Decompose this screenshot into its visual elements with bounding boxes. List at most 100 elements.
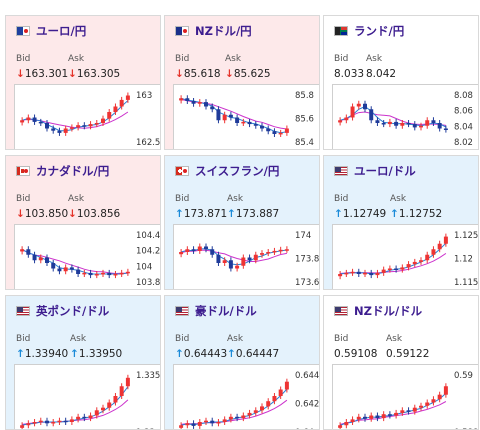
rate-card-eur-jpy[interactable]: ユーロ/円 Bid Ask ↓163.301 ↓163.305 163 162.5… [5,15,161,150]
candle-body [400,267,405,270]
candle-body [38,121,43,124]
candle-body [63,420,68,423]
price-chart[interactable]: 1.3351.33 [14,364,160,429]
candle-body [51,263,56,269]
price-chart[interactable]: 104.4 104.2 104 103.8 5:30 12:30 18:30 [14,224,160,290]
pair-name[interactable]: スイスフラン/円 [195,164,280,178]
pair-name[interactable]: NZドル/ドル [354,304,423,318]
candle-body [344,422,349,426]
candle-body [185,423,190,426]
candlestick-chart: 85.8 85.6 85.4 5:30 12:30 18:30 [179,91,314,150]
candle-body [76,269,81,274]
candle-body [253,124,258,126]
candle-body [381,414,386,419]
candle-body [406,123,411,125]
candle-body [76,125,81,128]
price-chart[interactable]: 0.590.588 [332,364,478,429]
candle-body [94,123,99,125]
candle-body [241,257,246,266]
x-tick-label: 5:30 [186,149,205,150]
candle-body [101,118,105,123]
y-tick-label: 104 [136,262,152,272]
candle-body [94,410,99,416]
pair-name[interactable]: 豪ドル/ドル [195,304,257,318]
candle-body [235,265,240,269]
candle-body [363,416,367,419]
rate-card-eur-usd[interactable]: ユーロ/ドル Bid Ask ↑1.12749 ↑1.12752 1.125 1.… [323,155,479,290]
candle-body [63,128,68,133]
candle-body [412,261,417,265]
candle-body [247,121,252,125]
candlestick-chart: 174 173.8 173.6 5:30 12:30 18:30 [179,231,319,288]
ask-label: Ask [70,334,87,344]
price-chart[interactable]: 1.125 1.12 1.115 5:30 12:30 18:30 [332,224,478,289]
pair-name[interactable]: ユーロ/ドル [354,164,416,178]
price-chart[interactable]: 85.8 85.6 85.4 5:30 12:30 18:30 [173,84,319,150]
pair-name[interactable]: 英ポンド/ドル [36,304,110,318]
ask-label: Ask [225,54,242,64]
up-arrow-icon: ↑ [16,348,25,360]
candle-body [113,106,118,112]
candle-body [400,410,405,413]
candle-body [216,422,221,424]
candle-body [419,260,423,262]
candle-body [51,422,56,424]
candle-body [20,120,25,123]
candle-body [88,415,93,419]
au-us-flag-icon [175,306,189,316]
candle-body [437,243,442,250]
pair-name[interactable]: カナダドル/円 [36,164,110,178]
rate-card-cad-jpy[interactable]: カナダドル/円 Bid Ask ↓103.850 ↓103.856 104.4 1… [5,155,161,290]
ask-value: ↓163.305 [68,68,121,80]
up-arrow-icon: ↑ [175,208,184,220]
candle-body [204,102,208,107]
price-chart[interactable]: 163 162.5 5:30 12:30 18:30 [14,84,160,149]
y-tick-label: 8.02 [454,138,473,148]
pair-name[interactable]: NZドル/円 [195,24,252,38]
candle-body [216,109,221,121]
candle-body [113,274,118,276]
rate-card-chf-jpy[interactable]: スイスフラン/円 Bid Ask ↑173.871 ↑173.887 174 17… [164,155,320,290]
pair-name[interactable]: ユーロ/円 [36,24,87,38]
x-tick-label: 18:30 [423,149,448,150]
bid-value: 0.59108 [334,348,378,360]
candle-body [284,381,289,390]
fx-rate-grid: ユーロ/円 Bid Ask ↓163.301 ↓163.305 163 162.5… [5,15,479,430]
candle-body [260,253,264,255]
y-tick-label: 173.6 [295,278,319,288]
candle-body [272,131,277,134]
ask-label: Ask [386,334,403,344]
down-arrow-icon: ↓ [16,208,25,220]
candle-body [216,254,221,263]
moving-average-short [21,248,128,275]
candle-body [406,410,411,412]
candle-body [107,112,112,119]
rate-card-nzd-jpy[interactable]: NZドル/円 Bid Ask ↓85.618 ↓85.625 85.8 85.6 8… [164,15,320,150]
candle-body [113,396,118,403]
card-title: ユーロ/円 [16,24,86,38]
bid-value: ↑1.12749 [334,208,387,220]
candle-body [45,420,49,424]
candle-body [101,407,105,411]
card-title: ランド/円 [334,24,404,38]
ca-jp-flag-icon [16,166,30,176]
price-chart[interactable]: 174 173.8 173.6 5:30 12:30 18:30 [173,224,319,289]
eu-jp-flag-icon [16,26,30,36]
candle-body [63,267,68,272]
candle-body [191,249,196,251]
candle-body [45,123,49,129]
price-chart[interactable]: 8.08 8.06 8.04 8.02 5:30 12:30 18:30 [332,84,478,150]
pair-name[interactable]: ランド/円 [354,24,405,38]
x-tick-label: 5:30 [27,289,46,290]
candle-body [338,120,343,123]
ask-value: ↑0.64447 [227,348,280,360]
candle-body [76,416,81,420]
card-title: スイスフラン/円 [175,164,279,178]
bid-value: ↓103.850 [16,208,69,220]
candle-body [179,252,184,255]
rate-card-zar-jpy[interactable]: ランド/円 Bid Ask 8.033 8.042 8.08 8.06 8.04 8.… [323,15,479,150]
moving-average-short [339,393,447,426]
candle-body [369,109,374,121]
candle-body [437,394,442,400]
